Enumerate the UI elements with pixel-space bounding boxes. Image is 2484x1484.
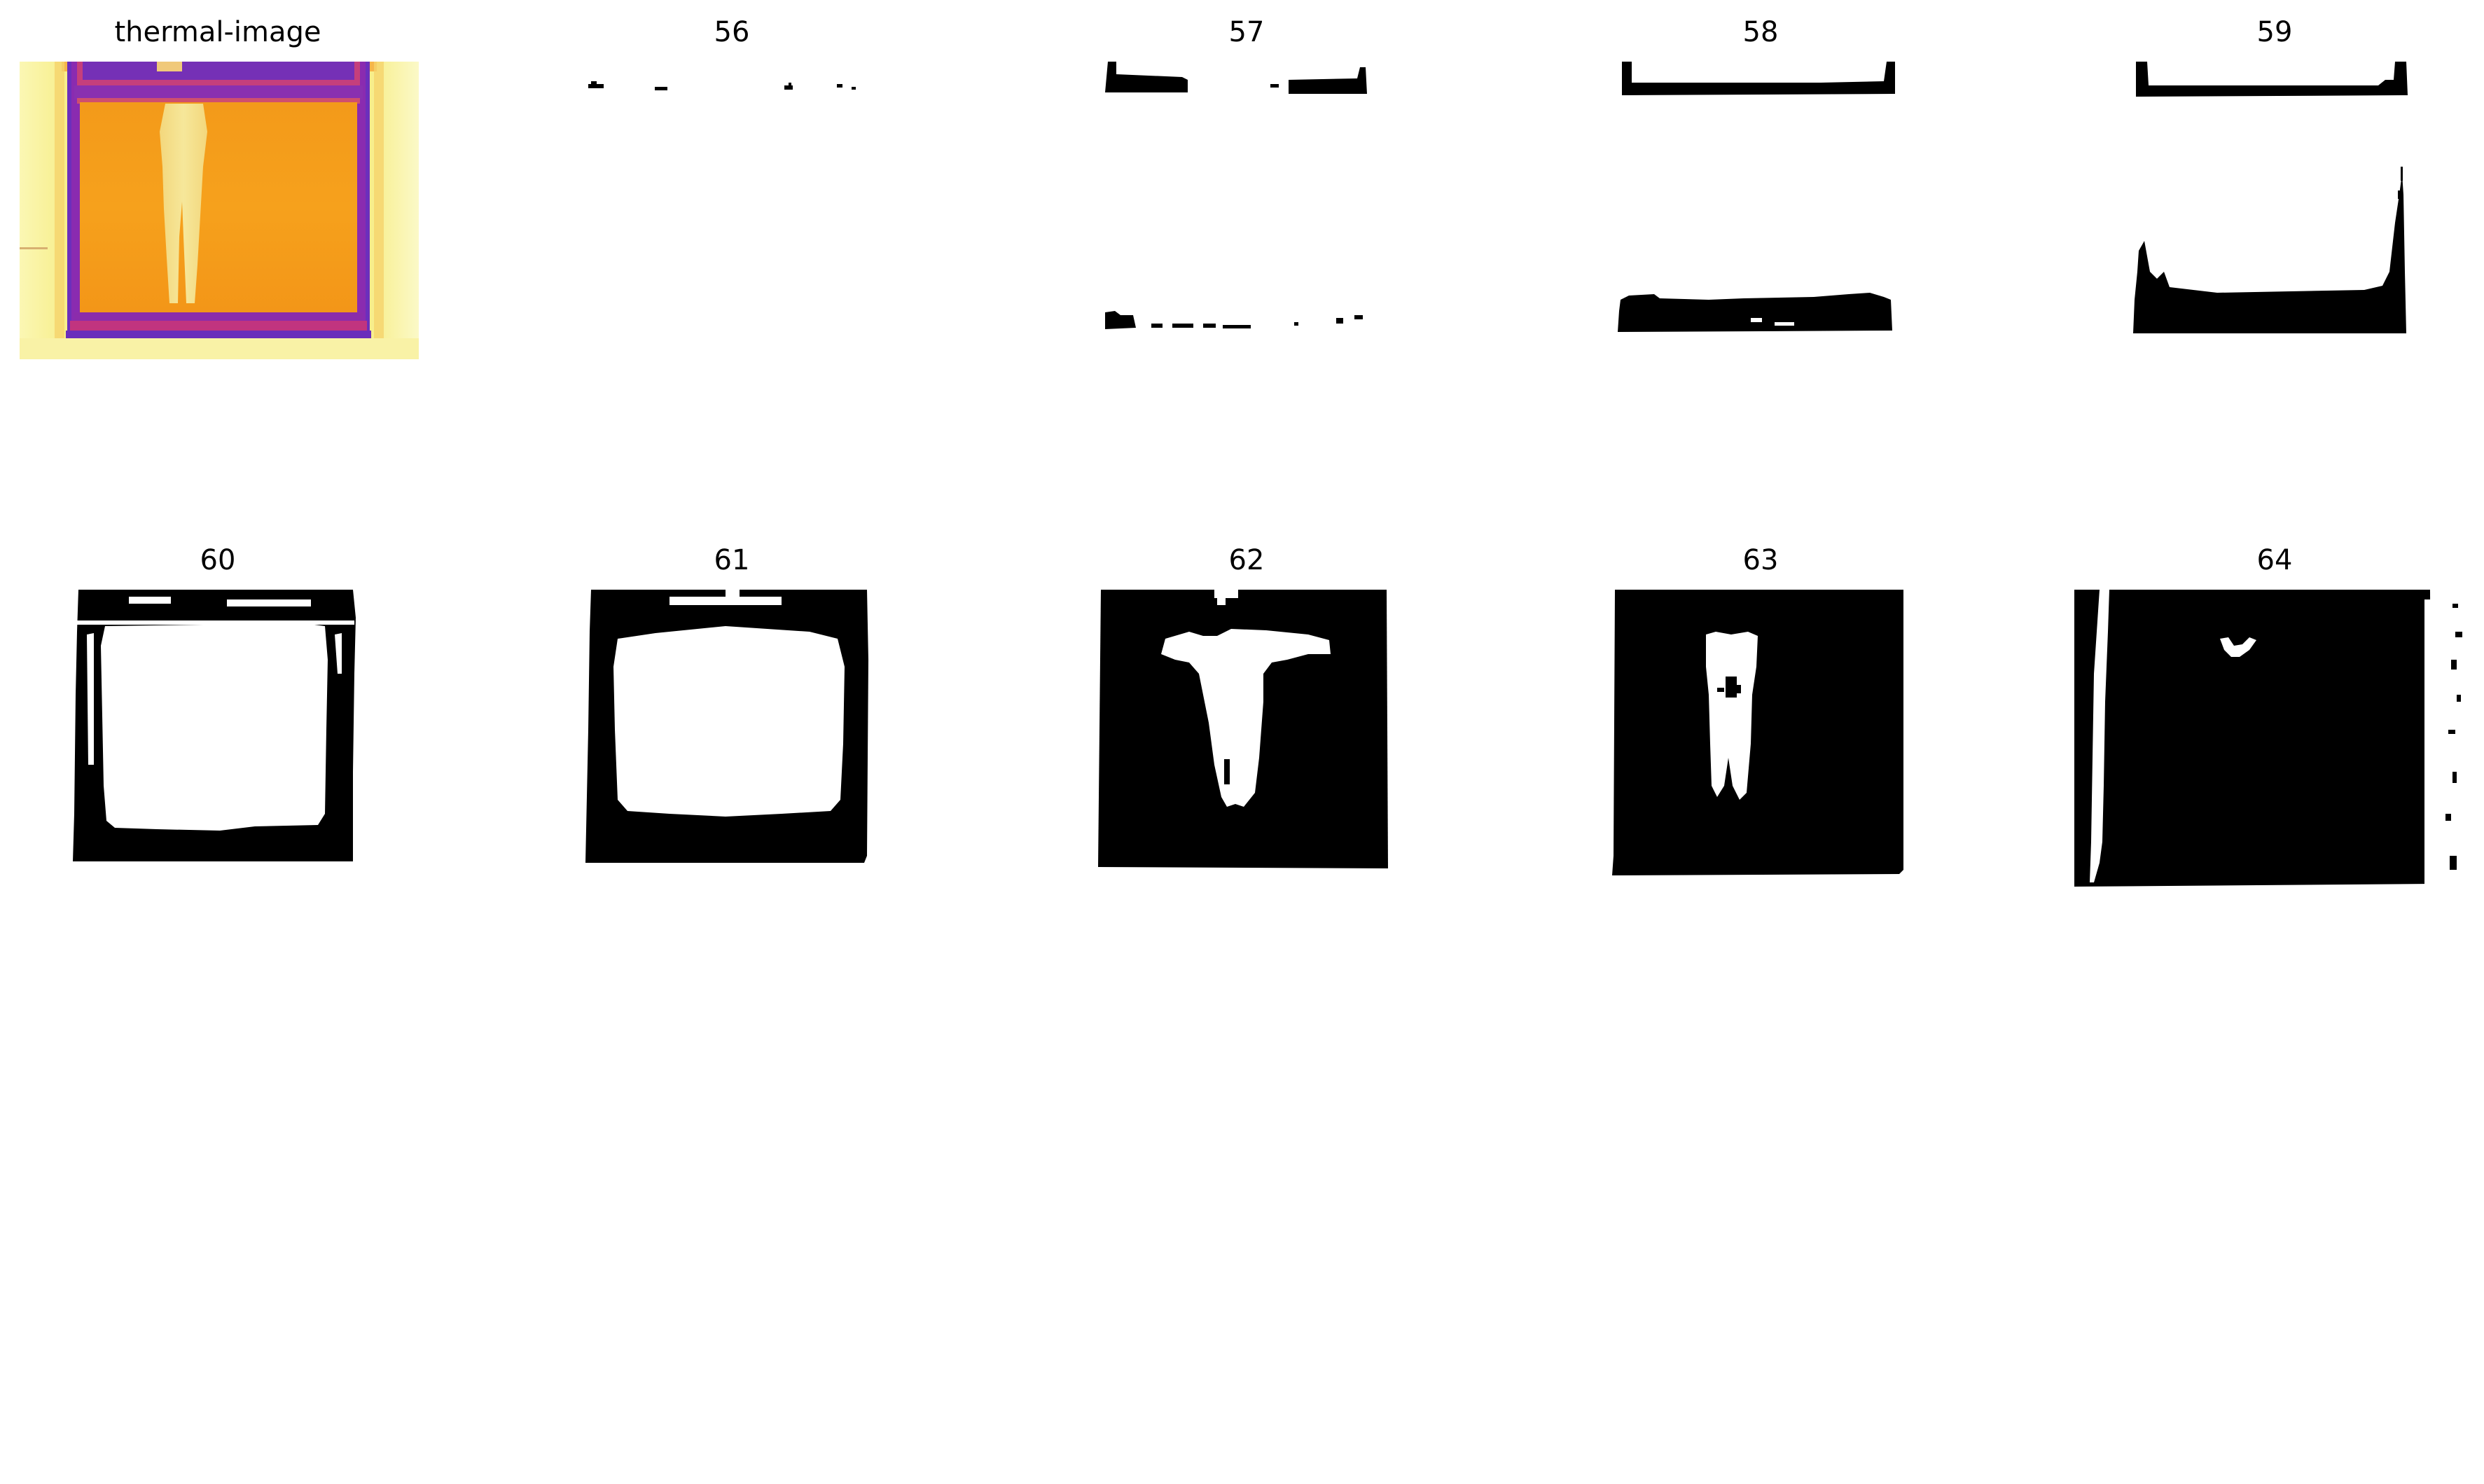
thermal-image — [20, 62, 419, 359]
mask-59 — [2133, 62, 2408, 333]
panel-title-61: 61 — [714, 544, 750, 576]
panel-title-60: 60 — [200, 544, 236, 576]
panel-title-63: 63 — [1742, 544, 1779, 576]
mask-60 — [73, 590, 356, 861]
mask-57 — [1105, 62, 1367, 329]
mask-64 — [2074, 590, 2462, 887]
panel-title-thermal-image: thermal-image — [114, 16, 321, 48]
mask-63 — [1612, 590, 1903, 875]
mask-62 — [1098, 590, 1388, 868]
mask-58 — [1618, 62, 1895, 332]
mask-61 — [585, 590, 868, 863]
panel-title-56: 56 — [714, 16, 750, 48]
mask-56 — [588, 81, 856, 90]
panel-title-64: 64 — [2256, 544, 2293, 576]
panel-title-62: 62 — [1228, 544, 1265, 576]
panel-title-59: 59 — [2256, 16, 2293, 48]
panel-title-58: 58 — [1742, 16, 1779, 48]
panel-title-57: 57 — [1228, 16, 1265, 48]
